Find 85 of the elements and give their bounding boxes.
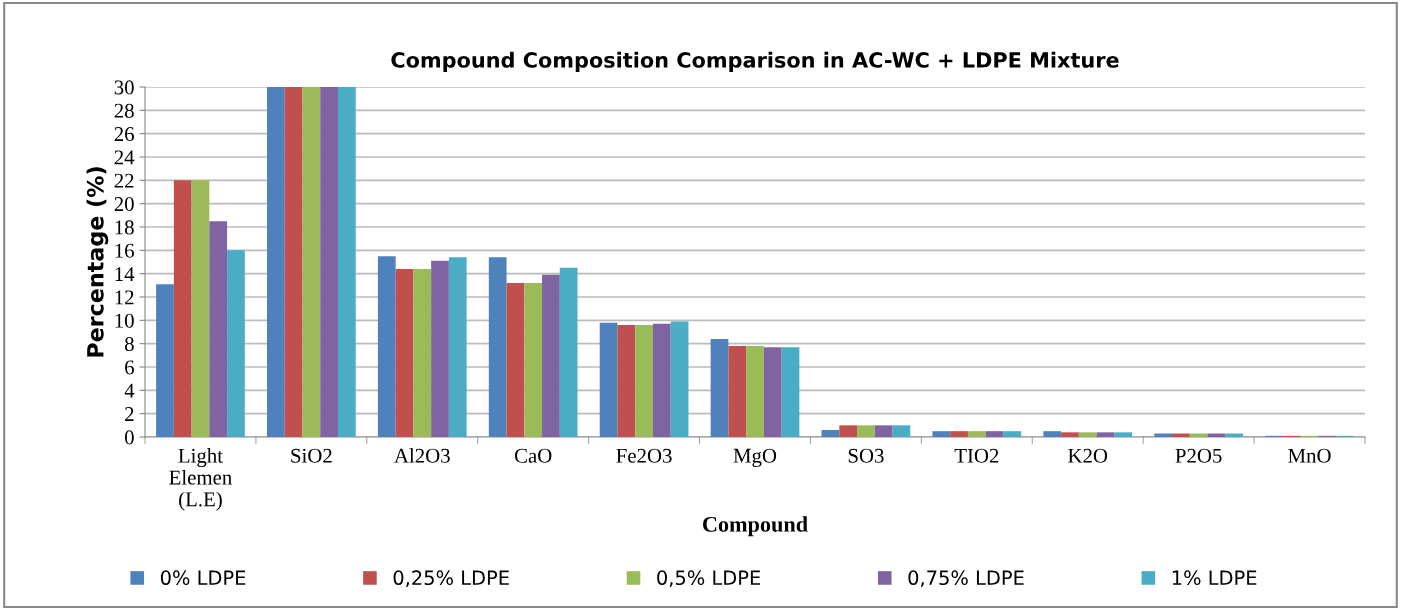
bar — [542, 274, 560, 437]
y-tick-label: 8 — [124, 337, 134, 352]
bar — [892, 425, 911, 437]
bar — [1154, 433, 1173, 437]
x-tick-label: K2O — [1068, 448, 1108, 463]
bar — [337, 87, 356, 437]
bar — [1061, 432, 1079, 437]
bar — [932, 431, 951, 437]
y-tick-label: 22 — [114, 173, 134, 188]
x-tick-label: P2O5 — [1175, 448, 1222, 463]
y-tick-label: 14 — [115, 267, 135, 281]
bar — [448, 257, 467, 437]
x-tick-label: Fe2O3 — [616, 448, 672, 463]
bar — [1172, 433, 1190, 437]
y-tick-label: 26 — [114, 127, 134, 142]
bar — [506, 283, 525, 437]
x-tick-label: MgO — [733, 448, 777, 467]
x-axis-title: Compound — [702, 516, 808, 537]
y-tick-label: 24 — [114, 150, 135, 165]
y-tick-label: 10 — [115, 313, 134, 328]
legend-label: 1% LDPE — [1172, 570, 1257, 586]
bar — [1207, 433, 1226, 437]
bar — [227, 250, 245, 437]
bar — [635, 325, 653, 437]
y-tick-label: 0 — [124, 430, 134, 445]
chart-title: Compound Composition Comparison in AC-WC + LDPE Mixture — [391, 51, 1119, 72]
bar — [763, 347, 782, 437]
x-tick-label: SO3 — [848, 448, 884, 463]
bar — [284, 87, 303, 437]
bar — [599, 322, 618, 437]
bar — [524, 283, 543, 437]
bar — [839, 425, 858, 437]
y-tick-label: 18 — [115, 220, 134, 235]
bar — [1114, 432, 1133, 437]
bar — [1189, 433, 1208, 437]
bar — [395, 269, 414, 437]
bar — [670, 321, 689, 437]
bar — [746, 346, 764, 437]
y-tick-label: 30 — [114, 80, 134, 95]
bar — [781, 347, 800, 437]
bar — [728, 346, 747, 437]
x-tick-label: MnO — [1288, 448, 1331, 463]
bar — [1225, 433, 1243, 437]
bar — [559, 267, 578, 437]
bar — [191, 180, 210, 437]
y-tick-label: 20 — [114, 197, 134, 212]
bar — [1078, 432, 1097, 437]
bar — [1043, 431, 1062, 437]
y-tick-label: 2 — [125, 407, 134, 421]
legend-label: 0% LDPE — [160, 570, 246, 586]
bar — [173, 180, 192, 437]
bar — [985, 431, 1004, 437]
y-axis-title: Percentage (%) — [86, 167, 109, 357]
bar — [857, 425, 875, 437]
bar — [710, 339, 729, 437]
bar — [821, 430, 840, 437]
bar — [302, 87, 321, 437]
bar — [377, 256, 396, 437]
y-tick-label: 12 — [115, 290, 134, 305]
x-tick-label: SiO2 — [291, 448, 332, 463]
bar — [1003, 431, 1022, 437]
bar — [209, 221, 228, 437]
legend-label: 0,75% LDPE — [908, 570, 1024, 588]
x-tick-label: Al2O3 — [394, 448, 450, 463]
bar — [967, 431, 986, 437]
legend-label: 0,25% LDPE — [393, 570, 509, 588]
y-tick-label: 16 — [115, 243, 134, 258]
y-tick-label: 28 — [114, 103, 134, 118]
bar — [488, 257, 507, 437]
bar — [320, 87, 338, 437]
y-tick-label: 4 — [124, 383, 135, 398]
bar — [413, 269, 432, 437]
x-tick-label: Light Elemen (L.E) — [169, 448, 232, 511]
bar — [156, 284, 174, 437]
bar — [1096, 432, 1115, 437]
bar — [874, 425, 893, 437]
bar — [267, 87, 285, 437]
bar — [617, 325, 636, 437]
bar — [652, 323, 671, 437]
x-tick-label: CaO — [514, 448, 552, 463]
legend-label: 0,5% LDPE — [657, 570, 761, 588]
x-tick-label: TIO2 — [954, 448, 999, 463]
bar — [950, 431, 968, 437]
bar — [431, 260, 449, 437]
y-tick-label: 6 — [125, 360, 134, 375]
